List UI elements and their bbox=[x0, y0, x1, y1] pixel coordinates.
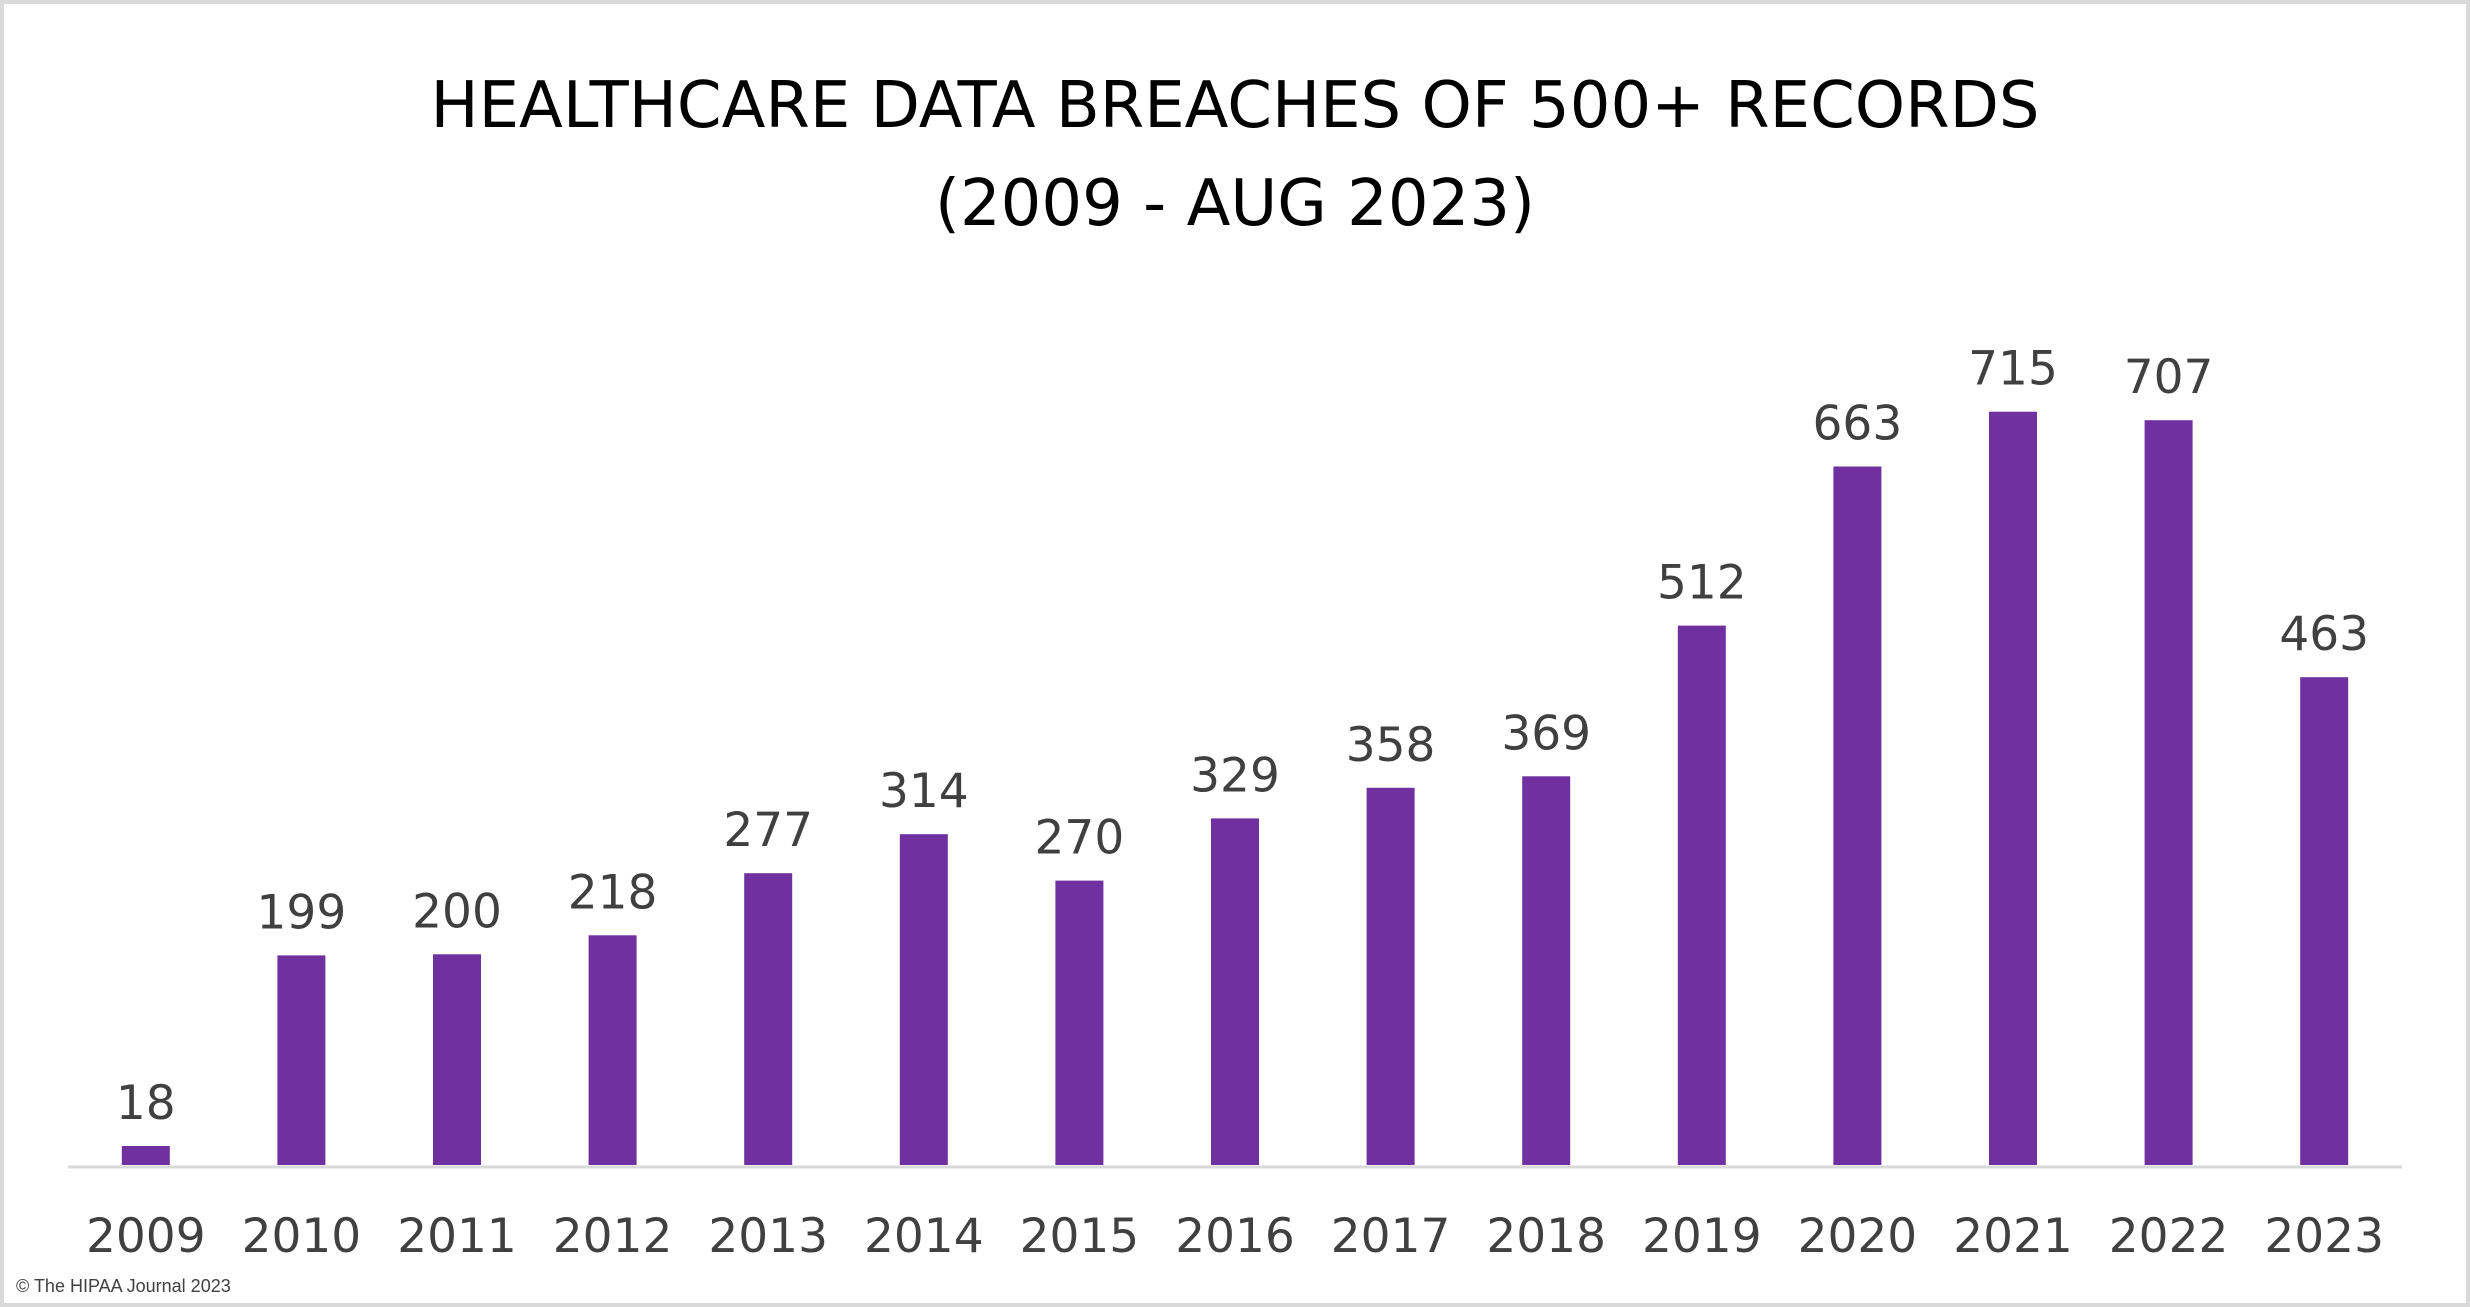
x-tick-label-2012: 2012 bbox=[553, 1209, 673, 1264]
x-tick-label-2022: 2022 bbox=[2109, 1209, 2229, 1264]
bar-2018 bbox=[1522, 776, 1571, 1165]
data-label-2016: 329 bbox=[1190, 748, 1280, 803]
bar-2023 bbox=[2300, 677, 2349, 1165]
x-tick-label-2010: 2010 bbox=[242, 1209, 362, 1264]
x-tick-label-2015: 2015 bbox=[1020, 1209, 1140, 1264]
data-label-2018: 369 bbox=[1501, 706, 1591, 761]
bar-2016 bbox=[1211, 818, 1259, 1165]
bar-2009 bbox=[121, 1146, 170, 1165]
chart-subtitle: (2009 - AUG 2023) bbox=[935, 167, 1535, 241]
data-label-2012: 218 bbox=[568, 865, 658, 920]
data-label-2023: 463 bbox=[2279, 607, 2369, 662]
data-label-2022: 707 bbox=[2124, 350, 2214, 405]
chart-title: HEALTHCARE DATA BREACHES OF 500+ RECORDS bbox=[430, 69, 2039, 143]
data-label-2010: 199 bbox=[257, 885, 347, 940]
x-tick-label-2019: 2019 bbox=[1642, 1209, 1762, 1264]
bar-2014 bbox=[899, 834, 948, 1165]
bar-2010 bbox=[277, 955, 326, 1165]
data-label-2021: 715 bbox=[1968, 342, 2058, 397]
x-tick-label-2016: 2016 bbox=[1175, 1209, 1295, 1264]
bar-2021 bbox=[1989, 411, 2037, 1165]
bar-2020 bbox=[1833, 466, 1882, 1165]
x-tick-label-2013: 2013 bbox=[708, 1209, 828, 1264]
bar-2019 bbox=[1677, 625, 1726, 1165]
x-tick-label-2020: 2020 bbox=[1798, 1209, 1918, 1264]
data-labels-layer: 18 199 200 218 277 314 270 329 358 369 512 663 715 70… bbox=[116, 342, 2369, 1131]
x-tick-label-2009: 2009 bbox=[86, 1209, 206, 1264]
data-label-2009: 18 bbox=[116, 1076, 176, 1131]
data-label-2020: 663 bbox=[1813, 397, 1903, 452]
x-axis-ticks-layer: 2009 2010 2011 2012 2013 2014 2015 2016 2017 2018… bbox=[86, 1209, 2384, 1264]
bars-layer bbox=[121, 411, 2349, 1165]
data-label-2013: 277 bbox=[723, 803, 813, 858]
bar-2012 bbox=[588, 935, 637, 1165]
bar-2017 bbox=[1366, 787, 1415, 1165]
bar-2013 bbox=[744, 873, 793, 1165]
x-tick-label-2021: 2021 bbox=[1953, 1209, 2073, 1264]
x-tick-label-2011: 2011 bbox=[397, 1209, 517, 1264]
bar-2011 bbox=[433, 954, 481, 1165]
data-label-2017: 358 bbox=[1346, 718, 1436, 773]
data-label-2011: 200 bbox=[412, 884, 502, 939]
data-label-2015: 270 bbox=[1035, 811, 1125, 866]
bar-2022 bbox=[2144, 420, 2193, 1165]
x-tick-label-2023: 2023 bbox=[2264, 1209, 2384, 1264]
data-label-2019: 512 bbox=[1657, 556, 1747, 611]
data-label-2014: 314 bbox=[879, 764, 969, 819]
x-tick-label-2017: 2017 bbox=[1331, 1209, 1451, 1264]
x-tick-label-2018: 2018 bbox=[1486, 1209, 1606, 1264]
copyright-notice: © The HIPAA Journal 2023 bbox=[16, 1276, 231, 1296]
bar-2015 bbox=[1055, 880, 1104, 1165]
x-tick-label-2014: 2014 bbox=[864, 1209, 984, 1264]
